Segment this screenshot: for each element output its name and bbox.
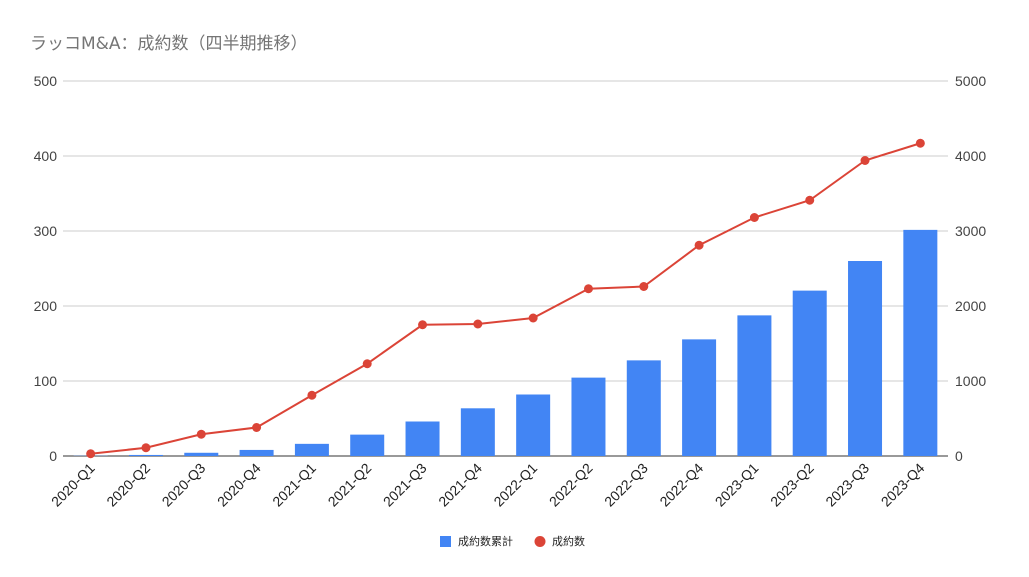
- left-tick-label: 200: [34, 298, 58, 314]
- right-tick-label: 1000: [955, 373, 986, 389]
- x-tick-label: 2023-Q4: [878, 460, 928, 510]
- line-point: [252, 423, 262, 432]
- x-tick-label: 2022-Q2: [546, 460, 596, 510]
- x-tick-label: 2021-Q2: [325, 460, 375, 510]
- x-axis: 2020-Q1 2020-Q2 2020-Q3 2020-Q4 2021-Q1 2021-…: [48, 460, 928, 510]
- x-tick-label: 2022-Q1: [490, 460, 540, 510]
- right-tick-label: 2000: [955, 298, 986, 314]
- legend-label-count: 成約数: [552, 534, 585, 548]
- left-tick-label: 300: [34, 223, 58, 239]
- bar: [737, 315, 772, 456]
- line-point: [473, 319, 483, 329]
- right-tick-label: 3000: [955, 223, 986, 239]
- right-tick-label: 0: [955, 448, 963, 464]
- left-tick-label: 400: [34, 148, 58, 164]
- line-point: [307, 390, 317, 400]
- legend-label-cumulative: 成約数累計: [458, 534, 513, 548]
- bar: [682, 339, 717, 456]
- line-point: [694, 240, 704, 250]
- line-point: [805, 195, 815, 205]
- bar: [848, 261, 883, 456]
- chart-title: ラッコM&A：成約数（四半期推移）: [30, 34, 308, 54]
- x-tick-label: 2022-Q3: [601, 460, 651, 510]
- bar: [350, 434, 385, 456]
- line-point: [196, 429, 206, 439]
- line-series: [86, 138, 925, 459]
- line-point: [639, 282, 649, 291]
- left-axis: 0 100 200 300 400 500: [34, 73, 58, 464]
- line-point: [583, 284, 593, 294]
- x-tick-label: 2020-Q3: [159, 460, 209, 510]
- series-line: [90, 142, 921, 455]
- bar: [792, 290, 827, 456]
- x-tick-label: 2021-Q1: [269, 460, 319, 510]
- line-point: [141, 443, 151, 453]
- x-tick-label: 2022-Q4: [656, 460, 706, 510]
- x-tick-label: 2023-Q2: [767, 460, 817, 510]
- right-tick-label: 5000: [955, 73, 986, 89]
- bar: [128, 454, 163, 456]
- x-tick-label: 2023-Q3: [822, 460, 872, 510]
- left-tick-label: 500: [34, 73, 58, 89]
- legend-swatch-count: [534, 536, 546, 547]
- line-point: [749, 213, 759, 222]
- bar: [626, 360, 661, 456]
- left-tick-label: 0: [49, 448, 57, 464]
- bar: [516, 394, 551, 456]
- bar: [460, 408, 495, 456]
- bar: [294, 443, 329, 456]
- x-tick-label: 2023-Q1: [712, 460, 762, 510]
- x-tick-label: 2020-Q1: [48, 460, 98, 510]
- legend: 成約数累計 成約数: [440, 534, 585, 548]
- bar: [184, 452, 219, 456]
- line-point: [528, 313, 538, 323]
- line-point: [915, 138, 925, 148]
- right-tick-label: 4000: [955, 148, 986, 164]
- line-point: [860, 156, 870, 165]
- line-point: [362, 359, 372, 369]
- line-point: [418, 320, 428, 330]
- line-point: [86, 449, 96, 459]
- right-axis: 0 1000 2000 3000 4000 5000: [955, 73, 986, 464]
- x-tick-label: 2020-Q4: [214, 460, 264, 510]
- bar: [571, 377, 606, 456]
- bar-series: [73, 229, 938, 456]
- x-tick-label: 2021-Q3: [380, 460, 430, 510]
- left-tick-label: 100: [34, 373, 58, 389]
- x-tick-label: 2020-Q2: [103, 460, 153, 510]
- legend-swatch-cumulative: [440, 536, 451, 547]
- bar: [239, 449, 274, 456]
- x-tick-label: 2021-Q4: [435, 460, 485, 510]
- bar: [405, 421, 440, 456]
- bar: [903, 229, 938, 456]
